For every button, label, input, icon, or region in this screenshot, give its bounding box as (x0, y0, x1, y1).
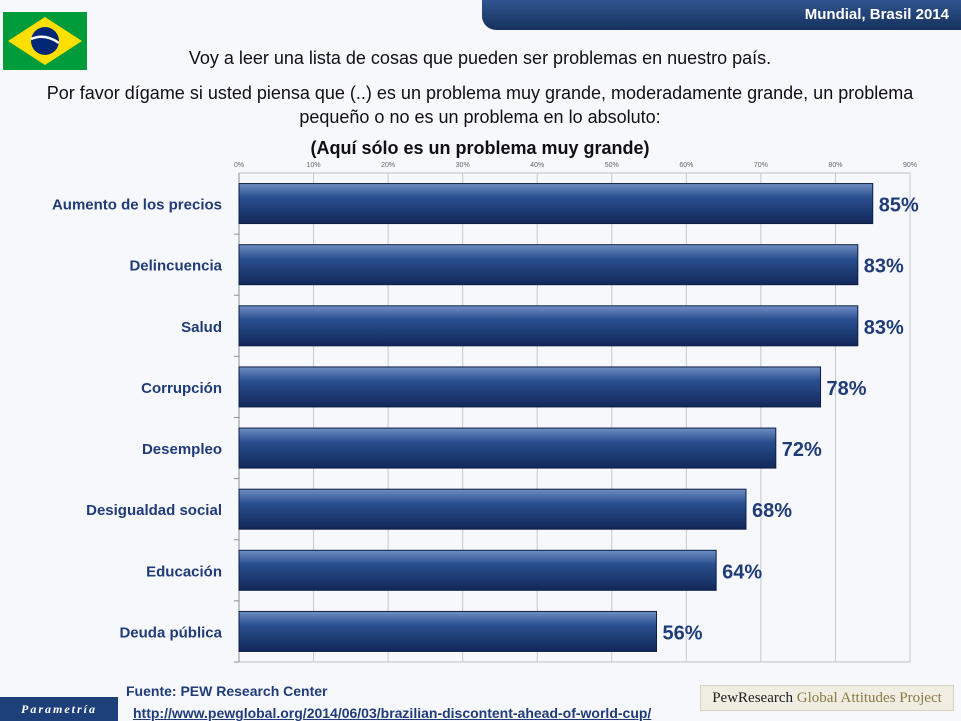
value-label: 83% (864, 317, 904, 339)
value-label: 85% (879, 195, 919, 217)
parametria-logo: Parametría (0, 697, 118, 721)
bar (238, 488, 747, 530)
x-tick-label: 40% (530, 162, 544, 169)
value-label: 72% (782, 439, 822, 461)
brazil-flag-icon (3, 12, 87, 70)
bar (238, 305, 859, 347)
question-line-1: Voy a leer una lista de cosas que pueden… (188, 48, 772, 68)
x-tick-label: 50% (605, 162, 619, 169)
pew-logo-part-1: PewResearch (712, 690, 794, 706)
category-label: Aumento de los precios (52, 197, 222, 214)
category-label: Corrupción (141, 380, 222, 397)
x-tick-label: 70% (754, 162, 768, 169)
x-tick-label: 80% (828, 162, 842, 169)
bar (238, 244, 859, 286)
question-line-3: (Aquí sólo es un problema muy grande) (310, 138, 650, 158)
pew-logo-part-2: Global Attitudes Project (793, 690, 942, 706)
question-line-2: Por favor dígame si usted piensa que (..… (46, 83, 914, 127)
footer-url-link[interactable]: http://www.pewglobal.org/2014/06/03/braz… (133, 705, 652, 721)
x-tick-label: 90% (903, 162, 917, 169)
category-label: Educación (146, 563, 222, 580)
value-label: 64% (722, 561, 762, 583)
category-label: Desigualdad social (86, 502, 222, 519)
bar (238, 366, 822, 408)
category-label: Desempleo (142, 441, 222, 458)
bar (238, 183, 874, 225)
header-title: Mundial, Brasil 2014 (804, 6, 949, 23)
bar (238, 610, 658, 652)
header-band: Mundial, Brasil 2014 (482, 0, 961, 30)
value-label: 83% (864, 256, 904, 278)
bar (238, 549, 717, 591)
bar (238, 427, 777, 469)
chart-x-ticks: 0% 10% 20% 30% 40% 50% 60% 70% 80% 90% (234, 162, 917, 169)
x-tick-label: 10% (307, 162, 321, 169)
category-label: Deuda pública (119, 624, 222, 641)
value-label: 56% (663, 622, 703, 644)
x-tick-label: 0% (234, 162, 244, 169)
pew-logo: PewResearch Global Attitudes Project (700, 685, 954, 711)
value-label: 68% (752, 500, 792, 522)
x-tick-label: 60% (679, 162, 693, 169)
chart-bars: Aumento de los precios 85% Delincuencia 83%… (52, 183, 919, 652)
footer-source: Fuente: PEW Research Center (126, 683, 328, 699)
x-tick-label: 20% (381, 162, 395, 169)
category-label: Delincuencia (129, 258, 222, 275)
x-tick-label: 30% (456, 162, 470, 169)
category-label: Salud (181, 319, 222, 336)
value-label: 78% (827, 378, 867, 400)
